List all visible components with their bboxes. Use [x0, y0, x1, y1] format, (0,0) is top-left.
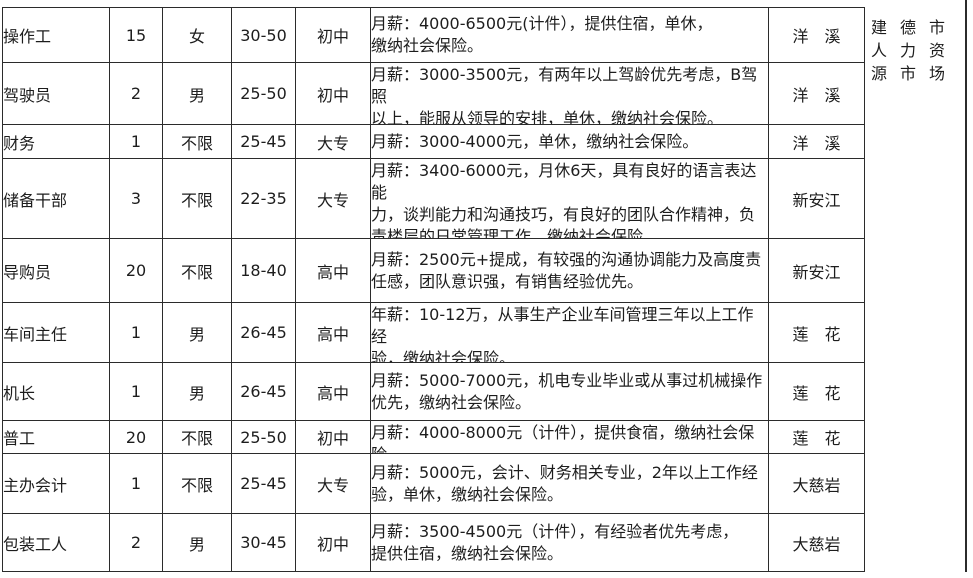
- description-cell: 年薪：10-12万，从事生产企业车间管理三年以上工作经 验，缴纳社会保险。: [370, 302, 769, 363]
- description-cell: 月薪：2500元+提成，有较强的沟通协调能力及高度责 任感，团队意识强，有销售经…: [370, 238, 769, 303]
- count-cell: 15: [109, 7, 163, 63]
- job-title-cell: 储备干部: [2, 158, 110, 239]
- education-cell: 初中: [295, 62, 371, 125]
- education-cell: 高中: [295, 238, 371, 303]
- job-title-cell: 包装工人: [2, 513, 110, 572]
- education-cell: 高中: [295, 302, 371, 363]
- count-cell: 1: [109, 302, 163, 363]
- gender-cell: 不限: [162, 420, 232, 454]
- count-cell: 2: [109, 513, 163, 572]
- table-row: 操作工 15 女 30-50 初中 月薪：4000-6500元(计件），提供住宿，单休， …: [2, 7, 865, 63]
- description-text: 月薪：3000-3500元，有两年以上驾龄优先考虑，B驾照 以上，能服从领导的安…: [371, 64, 758, 124]
- age-range-cell: 18-40: [231, 238, 296, 303]
- jobs-table-body: 操作工 15 女 30-50 初中 月薪：4000-6500元(计件），提供住宿，单休， …: [2, 7, 865, 572]
- table-row: 车间主任 1 男 26-45 高中 年薪：10-12万，从事生产企业车间管理三年以上工作经…: [2, 302, 865, 363]
- location-cell: 大慈岩: [768, 453, 865, 514]
- location-cell: 洋 溪: [768, 124, 865, 159]
- market-name-line-3: 源市场: [871, 64, 959, 83]
- job-title-cell: 操作工: [2, 7, 110, 63]
- count-cell: 20: [109, 238, 163, 303]
- location-cell: 莲 花: [768, 420, 865, 454]
- education-cell: 初中: [295, 420, 371, 454]
- education-cell: 高中: [295, 362, 371, 421]
- description-text: 年薪：10-12万，从事生产企业车间管理三年以上工作经 验，缴纳社会保险。: [371, 304, 754, 362]
- gender-cell: 不限: [162, 238, 232, 303]
- market-name: 建德市 人力资 源市场: [871, 16, 958, 85]
- description-cell: 月薪：5000-7000元，机电专业毕业或从事过机械操作 优先，缴纳社会保险。: [370, 362, 769, 421]
- age-range-cell: 25-50: [231, 62, 296, 125]
- location-cell: 洋 溪: [768, 7, 865, 63]
- location-cell: 新安江: [768, 238, 865, 303]
- location-cell: 大慈岩: [768, 513, 865, 572]
- age-range-cell: 30-50: [231, 7, 296, 63]
- age-range-cell: 30-45: [231, 513, 296, 572]
- job-title-cell: 导购员: [2, 238, 110, 303]
- table-row: 普工 20 不限 25-50 初中 月薪：4000-8000元（计件），提供食宿，缴纳社会…: [2, 420, 865, 454]
- table-row: 包装工人 2 男 30-45 初中 月薪：3500-4500元（计件），有经验者优先考虑，…: [2, 513, 865, 572]
- table-row: 导购员 20 不限 18-40 高中 月薪：2500元+提成，有较强的沟通协调能力及高度责…: [2, 238, 865, 303]
- job-title-cell: 机长: [2, 362, 110, 421]
- description-text: 月薪：2500元+提成，有较强的沟通协调能力及高度责 任感，团队意识强，有销售经…: [371, 249, 762, 291]
- education-cell: 大专: [295, 158, 371, 239]
- age-range-cell: 22-35: [231, 158, 296, 239]
- count-cell: 1: [109, 362, 163, 421]
- age-range-cell: 26-45: [231, 362, 296, 421]
- right-vertical-rule: [965, 0, 967, 572]
- description-text: 月薪：5000-7000元，机电专业毕业或从事过机械操作 优先，缴纳社会保险。: [371, 370, 763, 412]
- count-cell: 3: [109, 158, 163, 239]
- location-cell: 莲 花: [768, 362, 865, 421]
- description-cell: 月薪：5000元，会计、财务相关专业，2年以上工作经 验，单休，缴纳社会保险。: [370, 453, 769, 514]
- description-text: 月薪：3500-4500元（计件），有经验者优先考虑， 提供住宿，缴纳社会保险。: [371, 521, 739, 563]
- description-cell: 月薪：3000-4000元，单休，缴纳社会保险。: [370, 124, 769, 159]
- description-cell: 月薪：3400-6000元，月休6天，具有良好的语言表达能 力，谈判能力和沟通技…: [370, 158, 769, 239]
- gender-cell: 男: [162, 62, 232, 125]
- description-cell: 月薪：4000-8000元（计件），提供食宿，缴纳社会保 险。: [370, 420, 769, 454]
- gender-cell: 男: [162, 302, 232, 363]
- location-cell: 莲 花: [768, 302, 865, 363]
- table-row: 机长 1 男 26-45 高中 月薪：5000-7000元，机电专业毕业或从事过机械操作 …: [2, 362, 865, 421]
- description-cell: 月薪：3000-3500元，有两年以上驾龄优先考虑，B驾照 以上，能服从领导的安…: [370, 62, 769, 125]
- gender-cell: 男: [162, 362, 232, 421]
- location-cell: 新安江: [768, 158, 865, 239]
- table-row: 驾驶员 2 男 25-50 初中 月薪：3000-3500元，有两年以上驾龄优先考虑，B驾…: [2, 62, 865, 125]
- education-cell: 大专: [295, 124, 371, 159]
- age-range-cell: 25-50: [231, 420, 296, 454]
- count-cell: 20: [109, 420, 163, 454]
- job-title-cell: 财务: [2, 124, 110, 159]
- count-cell: 1: [109, 453, 163, 514]
- job-title-cell: 驾驶员: [2, 62, 110, 125]
- education-cell: 初中: [295, 7, 371, 63]
- job-title-cell: 主办会计: [2, 453, 110, 514]
- education-cell: 初中: [295, 513, 371, 572]
- description-text: 月薪：4000-6500元(计件），提供住宿，单休， 缴纳社会保险。: [371, 14, 713, 55]
- age-range-cell: 25-45: [231, 124, 296, 159]
- table-row: 储备干部 3 不限 22-35 大专 月薪：3400-6000元，月休6天，具有良好的语言…: [2, 158, 865, 239]
- description-cell: 月薪：3500-4500元（计件），有经验者优先考虑， 提供住宿，缴纳社会保险。: [370, 513, 769, 572]
- description-text: 月薪：3000-4000元，单休，缴纳社会保险。: [371, 131, 699, 151]
- age-range-cell: 26-45: [231, 302, 296, 363]
- jobs-table: 操作工 15 女 30-50 初中 月薪：4000-6500元(计件），提供住宿，单休， …: [2, 7, 865, 572]
- description-text: 月薪：4000-8000元（计件），提供食宿，缴纳社会保 险。: [371, 422, 755, 453]
- job-title-cell: 普工: [2, 420, 110, 454]
- description-cell: 月薪：4000-6500元(计件），提供住宿，单休， 缴纳社会保险。: [370, 7, 769, 63]
- age-range-cell: 25-45: [231, 453, 296, 514]
- gender-cell: 女: [162, 7, 232, 63]
- count-cell: 1: [109, 124, 163, 159]
- location-cell: 洋 溪: [768, 62, 865, 125]
- education-cell: 大专: [295, 453, 371, 514]
- gender-cell: 不限: [162, 453, 232, 514]
- gender-cell: 不限: [162, 158, 232, 239]
- gender-cell: 男: [162, 513, 232, 572]
- market-name-line-2: 人力资: [871, 41, 959, 60]
- market-name-line-1: 建德市: [871, 18, 959, 37]
- table-row: 主办会计 1 不限 25-45 大专 月薪：5000元，会计、财务相关专业，2年以上工作经…: [2, 453, 865, 514]
- count-cell: 2: [109, 62, 163, 125]
- gender-cell: 不限: [162, 124, 232, 159]
- description-text: 月薪：5000元，会计、财务相关专业，2年以上工作经 验，单休，缴纳社会保险。: [371, 462, 758, 504]
- description-text: 月薪：3400-6000元，月休6天，具有良好的语言表达能 力，谈判能力和沟通技…: [371, 160, 757, 238]
- table-row: 财务 1 不限 25-45 大专 月薪：3000-4000元，单休，缴纳社会保险。 洋 溪: [2, 124, 865, 159]
- job-title-cell: 车间主任: [2, 302, 110, 363]
